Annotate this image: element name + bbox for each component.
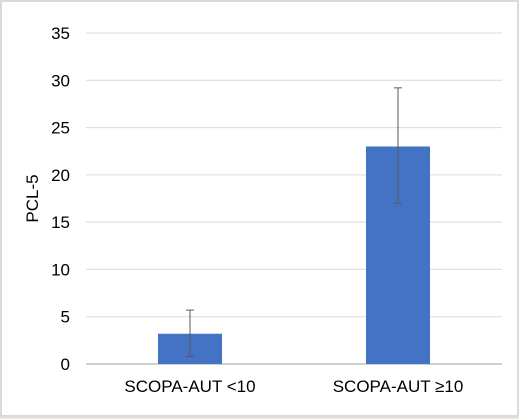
bar-layer bbox=[158, 146, 430, 364]
y-tick-label: 20 bbox=[51, 166, 70, 185]
y-tick-label: 0 bbox=[61, 355, 70, 374]
grid-layer bbox=[86, 32, 502, 365]
y-axis-title: PCL-5 bbox=[23, 174, 42, 222]
label-layer: 0 5 10 15 20 25 30 35 SCOPA-AUT <10 SCOPA-AUT ≥10 bbox=[51, 24, 463, 396]
y-tick-label: 35 bbox=[51, 24, 70, 43]
error-bar-1 bbox=[186, 309, 194, 357]
x-category-label: SCOPA-AUT <10 bbox=[124, 377, 255, 396]
error-bar-2 bbox=[394, 87, 402, 204]
y-tick-label: 5 bbox=[61, 308, 70, 327]
y-tick-label: 30 bbox=[51, 71, 70, 90]
x-category-label: SCOPA-AUT ≥10 bbox=[333, 377, 464, 396]
y-tick-label: 10 bbox=[51, 260, 70, 279]
y-tick-label: 25 bbox=[51, 119, 70, 138]
error-bar-layer bbox=[186, 87, 402, 357]
y-tick-label: 15 bbox=[51, 213, 70, 232]
